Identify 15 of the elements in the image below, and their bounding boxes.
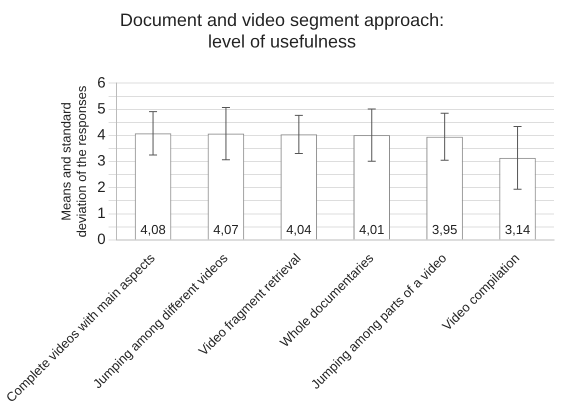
y-tick-label: 2: [97, 178, 106, 196]
data-label: 4,01: [359, 222, 384, 237]
y-tick-label: 5: [97, 100, 106, 118]
y-axis-title: Means and standard deviation of the responses: [58, 85, 90, 238]
y-tick-label: 6: [97, 74, 106, 92]
data-label: 3,95: [432, 222, 458, 237]
data-label: 4,07: [213, 222, 239, 237]
y-tick-label: 4: [97, 126, 106, 144]
data-label: 4,08: [140, 222, 166, 237]
data-label: 4,04: [286, 222, 312, 237]
data-label: 3,14: [504, 222, 530, 237]
y-tick-label: 0: [97, 231, 106, 248]
y-tick-label: 3: [97, 152, 106, 170]
y-tick-label: 1: [97, 204, 106, 222]
chart-title: Document and video segment approach: level of usefulness: [120, 10, 444, 52]
